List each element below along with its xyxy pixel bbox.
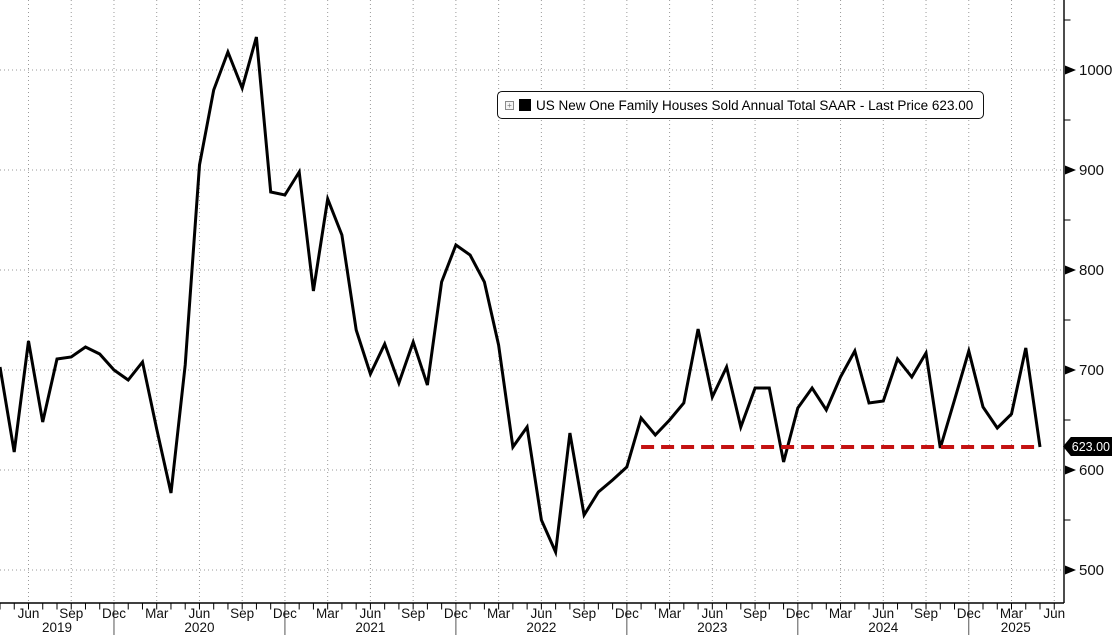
svg-text:Dec: Dec: [615, 606, 639, 621]
svg-text:500: 500: [1079, 562, 1104, 579]
svg-text:800: 800: [1079, 262, 1104, 279]
x-axis-labels: Jun Sep Dec Mar Jun Sep Dec Mar Jun Sep Dec Mar Jun S…: [18, 606, 1066, 635]
svg-text:2019: 2019: [42, 620, 72, 635]
svg-text:Dec: Dec: [444, 606, 468, 621]
svg-text:2024: 2024: [868, 620, 899, 635]
svg-text:Sep: Sep: [59, 606, 83, 621]
axes: [0, 0, 1076, 635]
y-axis-labels: 500 600 700 800 900 1000: [1079, 62, 1112, 579]
svg-text:Sep: Sep: [914, 606, 938, 621]
svg-text:2020: 2020: [184, 620, 214, 635]
svg-text:700: 700: [1079, 362, 1104, 379]
svg-text:Dec: Dec: [273, 606, 297, 621]
svg-text:900: 900: [1079, 162, 1104, 179]
svg-text:1000: 1000: [1079, 62, 1112, 79]
last-price-axis-badge: 623.00: [1063, 437, 1112, 456]
svg-text:Jun: Jun: [1043, 606, 1065, 621]
svg-text:Sep: Sep: [743, 606, 767, 621]
legend-box: + US New One Family Houses Sold Annual T…: [497, 91, 985, 119]
svg-text:Sep: Sep: [230, 606, 254, 621]
svg-text:Jun: Jun: [872, 606, 894, 621]
svg-text:2021: 2021: [355, 620, 385, 635]
svg-text:Dec: Dec: [786, 606, 810, 621]
expand-icon[interactable]: +: [505, 100, 514, 110]
svg-text:Jun: Jun: [18, 606, 40, 621]
legend-label: US New One Family Houses Sold Annual Tot…: [536, 97, 974, 113]
svg-text:Jun: Jun: [360, 606, 382, 621]
svg-text:Sep: Sep: [401, 606, 425, 621]
svg-text:Dec: Dec: [102, 606, 126, 621]
series-line: [0, 36, 1042, 558]
svg-text:Mar: Mar: [487, 606, 511, 621]
svg-text:Mar: Mar: [1000, 606, 1024, 621]
svg-text:Jun: Jun: [189, 606, 211, 621]
svg-text:Sep: Sep: [572, 606, 596, 621]
svg-text:Dec: Dec: [957, 606, 981, 621]
svg-text:Mar: Mar: [145, 606, 169, 621]
last-price-value: 623.00: [1071, 439, 1110, 454]
svg-text:2025: 2025: [1001, 620, 1031, 635]
svg-text:Mar: Mar: [829, 606, 853, 621]
series-color-swatch: [519, 99, 531, 111]
svg-text:Mar: Mar: [658, 606, 682, 621]
svg-text:Jun: Jun: [701, 606, 723, 621]
svg-text:Jun: Jun: [530, 606, 552, 621]
svg-text:Mar: Mar: [316, 606, 340, 621]
svg-text:2022: 2022: [526, 620, 556, 635]
svg-text:600: 600: [1079, 462, 1104, 479]
svg-text:2023: 2023: [697, 620, 727, 635]
